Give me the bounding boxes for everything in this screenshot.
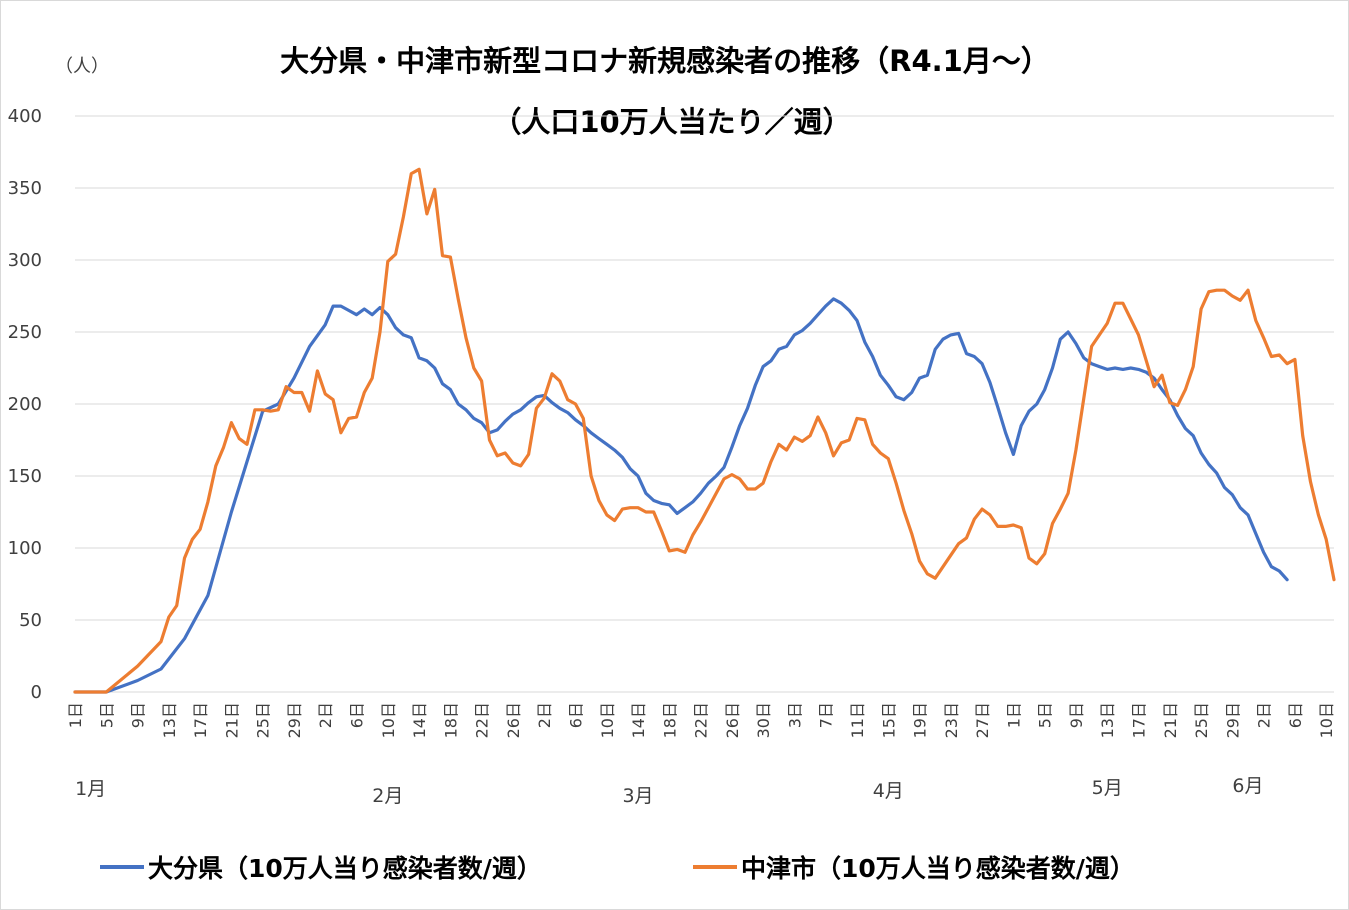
series-lines [73,167,1336,694]
x-tick-label: 25日 [1192,702,1211,738]
x-tick-label: 9日 [129,702,148,728]
x-tick-label: 18日 [441,702,460,738]
x-tick-label: 21日 [1161,702,1180,738]
x-tick-label: 13日 [1098,702,1117,738]
x-tick-label: 5日 [1036,702,1055,728]
y-tick-label: 350 [8,178,42,199]
x-tick-label: 25日 [254,702,273,738]
y-tick-label: 400 [8,106,42,127]
x-tick-label: 2日 [535,702,554,728]
x-tick-label: 5日 [97,702,116,728]
series-line [73,297,1289,694]
legend-entry: 大分県（10万人当り感染者数/週） [148,854,542,883]
x-tick-label: 13日 [160,702,179,738]
x-tick-label: 1日 [66,702,85,728]
x-tick-label: 3日 [785,702,804,728]
y-tick-label: 150 [8,466,42,487]
x-tick-label: 22日 [473,702,492,738]
x-tick-label: 30日 [754,702,773,738]
x-tick-label: 6日 [1286,702,1305,728]
y-axis-ticks: 0 50 100 150 200 250 300 350 400 [8,106,42,703]
series-line [73,167,1336,694]
x-tick-label: 15日 [879,702,898,738]
x-tick-label: 11日 [848,702,867,738]
chart-title: 大分県・中津市新型コロナ新規感染者の推移（R4.1月～） [280,44,1050,78]
month-label: 6月 [1232,775,1263,797]
x-tick-label: 9日 [1067,702,1086,728]
x-tick-label: 14日 [410,702,429,738]
x-tick-label: 19日 [911,702,930,738]
month-label: 3月 [622,785,653,807]
chart-subtitle: （人口10万人当たり／週） [492,105,851,139]
month-label: 4月 [873,780,904,802]
x-tick-label: 7日 [817,702,836,728]
y-tick-label: 200 [8,394,42,415]
gridlines [75,115,1334,693]
x-tick-label: 6日 [348,702,367,728]
y-tick-label: 300 [8,250,42,271]
y-tick-label: 250 [8,322,42,343]
legend: 大分県（10万人当り感染者数/週） 中津市（10万人当り感染者数/週） [100,854,1135,883]
y-tick-label: 50 [19,610,42,631]
x-tick-label: 27日 [973,702,992,738]
x-tick-label: 17日 [1130,702,1149,738]
x-tick-label: 26日 [723,702,742,738]
x-tick-label: 10日 [1317,702,1336,738]
legend-entry: 中津市（10万人当り感染者数/週） [741,854,1135,883]
x-tick-label: 17日 [191,702,210,738]
x-tick-label: 2日 [1255,702,1274,728]
x-tick-label: 29日 [285,702,304,738]
x-tick-label: 22日 [692,702,711,738]
x-tick-label: 1日 [1004,702,1023,728]
x-tick-label: 14日 [629,702,648,738]
x-tick-label: 2日 [316,702,335,728]
y-tick-label: 100 [8,538,42,559]
x-tick-label: 21日 [222,702,241,738]
month-label: 2月 [372,785,403,807]
x-tick-label: 23日 [942,702,961,738]
x-axis-ticks: 1日 5日 9日 13日 17日 21日 25日 29日 2日 6日 10日 14日 18日 22日 26日… [66,702,1336,738]
x-tick-label: 29日 [1223,702,1242,738]
x-tick-label: 6日 [566,702,585,728]
y-axis-unit: （人） [55,56,109,77]
month-label: 5月 [1092,777,1123,799]
month-label: 1月 [75,778,106,800]
x-tick-label: 26日 [504,702,523,738]
x-tick-label: 18日 [660,702,679,738]
y-tick-label: 0 [31,682,42,703]
x-tick-label: 10日 [598,702,617,738]
month-labels: 1月 2月 3月 4月 5月 6月 [75,775,1263,807]
x-tick-label: 10日 [379,702,398,738]
